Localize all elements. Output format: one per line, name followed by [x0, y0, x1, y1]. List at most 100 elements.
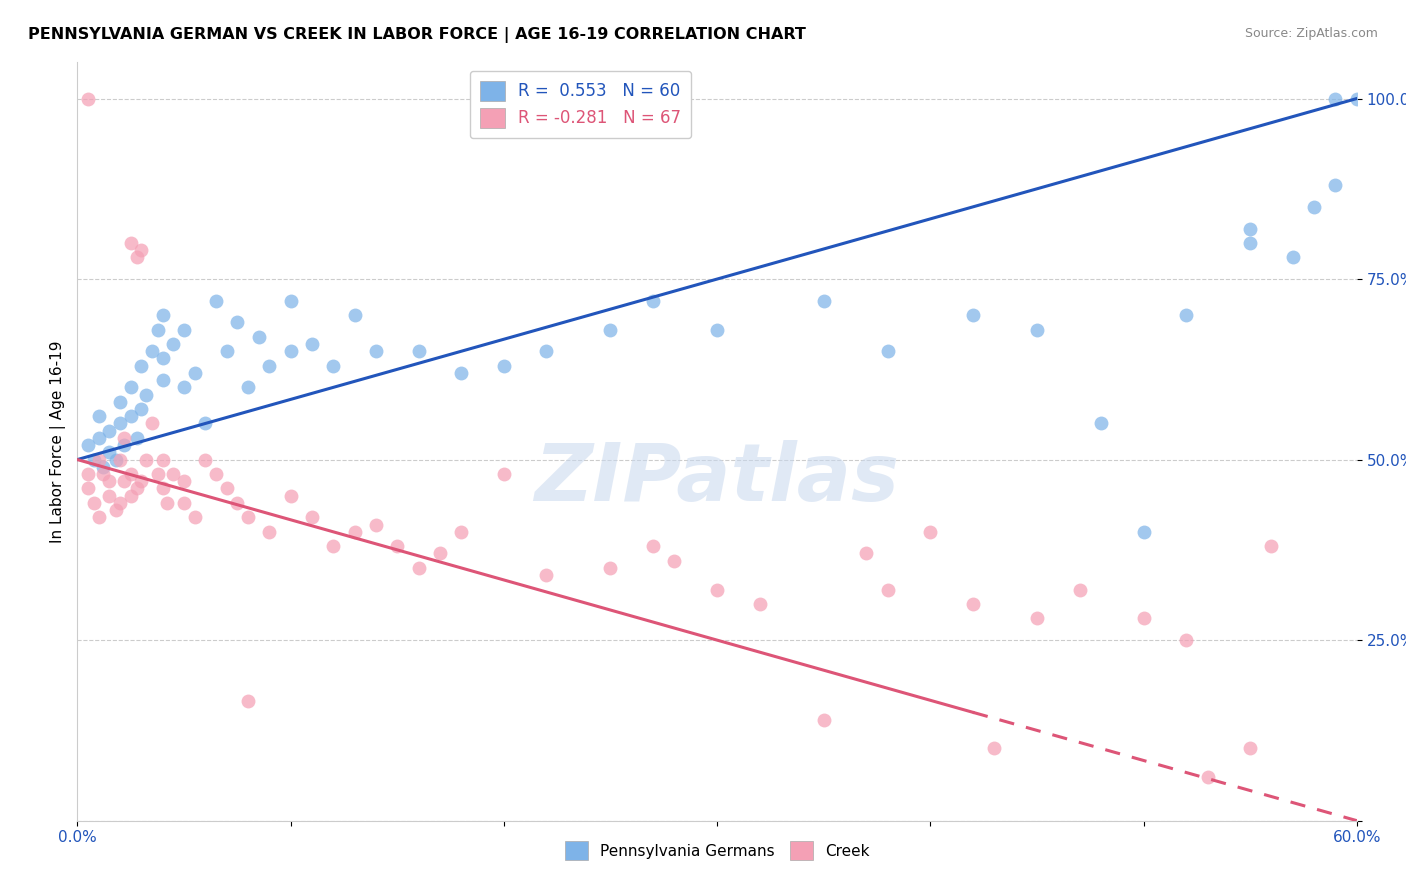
Point — [280, 489, 302, 503]
Point — [98, 475, 121, 489]
Point — [77, 482, 100, 496]
Point — [599, 323, 621, 337]
Point — [87, 510, 110, 524]
Point — [87, 452, 110, 467]
Point — [98, 424, 121, 438]
Point — [322, 359, 344, 373]
Point — [813, 713, 835, 727]
Point — [536, 344, 558, 359]
Point — [152, 351, 174, 366]
Point — [236, 380, 259, 394]
Point — [364, 517, 387, 532]
Point — [492, 359, 515, 373]
Point — [83, 452, 105, 467]
Point — [215, 344, 238, 359]
Point — [98, 445, 121, 459]
Point — [1132, 524, 1154, 539]
Point — [104, 503, 127, 517]
Point — [83, 496, 105, 510]
Point — [162, 467, 184, 481]
Point — [129, 243, 153, 257]
Point — [343, 524, 366, 539]
Point — [983, 741, 1005, 756]
Point — [183, 510, 205, 524]
Point — [129, 402, 153, 417]
Point — [141, 417, 163, 431]
Point — [962, 308, 984, 322]
Point — [1239, 741, 1261, 756]
Point — [98, 489, 121, 503]
Point — [205, 467, 228, 481]
Point — [77, 467, 100, 481]
Point — [236, 510, 259, 524]
Point — [125, 431, 148, 445]
Point — [152, 482, 174, 496]
Point — [120, 467, 142, 481]
Point — [1175, 633, 1198, 648]
Point — [1197, 770, 1219, 784]
Legend: Pennsylvania Germans, Creek: Pennsylvania Germans, Creek — [558, 835, 876, 866]
Point — [148, 323, 170, 337]
Point — [173, 496, 195, 510]
Point — [450, 524, 472, 539]
Point — [87, 409, 110, 424]
Point — [664, 554, 686, 568]
Point — [706, 582, 728, 597]
Point — [1303, 200, 1326, 214]
Point — [1239, 235, 1261, 250]
Point — [135, 387, 157, 401]
Point — [247, 330, 270, 344]
Point — [259, 359, 281, 373]
Point — [301, 337, 323, 351]
Point — [120, 235, 142, 250]
Point — [77, 91, 100, 105]
Point — [1239, 221, 1261, 235]
Point — [1069, 582, 1091, 597]
Point — [112, 431, 135, 445]
Point — [120, 489, 142, 503]
Point — [152, 373, 174, 387]
Point — [280, 344, 302, 359]
Point — [183, 366, 205, 380]
Point — [536, 568, 558, 582]
Point — [226, 315, 249, 329]
Point — [1026, 323, 1049, 337]
Point — [1324, 178, 1347, 193]
Point — [1324, 91, 1347, 105]
Point — [77, 438, 100, 452]
Text: PENNSYLVANIA GERMAN VS CREEK IN LABOR FORCE | AGE 16-19 CORRELATION CHART: PENNSYLVANIA GERMAN VS CREEK IN LABOR FO… — [28, 27, 806, 43]
Point — [91, 459, 114, 474]
Point — [1026, 611, 1049, 625]
Point — [112, 475, 135, 489]
Point — [385, 539, 409, 553]
Point — [125, 482, 148, 496]
Text: ZIPatlas: ZIPatlas — [534, 441, 900, 518]
Point — [108, 417, 131, 431]
Point — [364, 344, 387, 359]
Point — [450, 366, 472, 380]
Point — [408, 561, 430, 575]
Point — [236, 694, 259, 708]
Point — [104, 452, 127, 467]
Point — [152, 308, 174, 322]
Point — [1260, 539, 1282, 553]
Point — [280, 293, 302, 308]
Point — [408, 344, 430, 359]
Point — [876, 344, 898, 359]
Point — [120, 409, 142, 424]
Point — [173, 323, 195, 337]
Point — [301, 510, 323, 524]
Text: Source: ZipAtlas.com: Source: ZipAtlas.com — [1244, 27, 1378, 40]
Point — [259, 524, 281, 539]
Point — [91, 467, 114, 481]
Point — [706, 323, 728, 337]
Point — [1090, 417, 1112, 431]
Point — [962, 597, 984, 611]
Point — [1132, 611, 1154, 625]
Point — [920, 524, 942, 539]
Point — [813, 293, 835, 308]
Point — [1175, 308, 1198, 322]
Point — [429, 546, 451, 560]
Point — [599, 561, 621, 575]
Point — [1282, 251, 1305, 265]
